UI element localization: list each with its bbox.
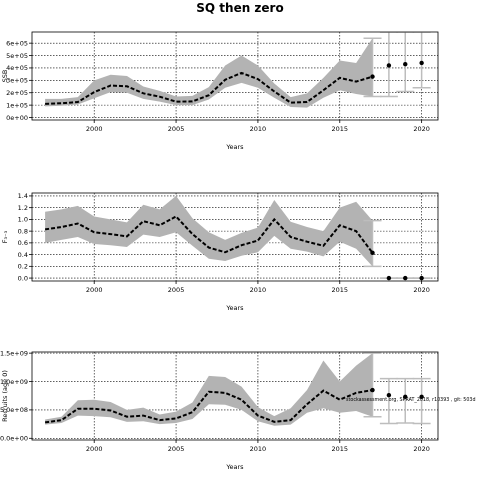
x-tick-label: 2020 (413, 125, 430, 133)
forecast-point (386, 63, 392, 68)
forecast-point (419, 60, 424, 66)
source-note: stockassessment.org, SPRAT_2018, r10393 … (346, 397, 476, 403)
x-axis-label: Years (225, 304, 244, 312)
data-point (370, 387, 375, 393)
y-tick-label: 5e+05 (6, 52, 28, 60)
forecast-point (403, 62, 408, 67)
confidence-band (45, 38, 373, 108)
y-tick-label: 1.5e+09 (0, 349, 28, 357)
x-tick-label: 2020 (413, 445, 430, 453)
y-tick-label: 6e+05 (6, 39, 28, 47)
y-tick-label: 1.4 (18, 192, 28, 200)
y-tick-label: 0.2 (18, 263, 28, 271)
x-axis-label: Years (225, 143, 244, 151)
y-tick-label: 0.6 (18, 239, 28, 247)
plot-area (44, 195, 431, 281)
x-tick-label: 2010 (250, 445, 267, 453)
confidence-band (45, 353, 373, 426)
x-tick-label: 2005 (168, 125, 185, 133)
forecast-point (419, 394, 424, 400)
panel-2: 2000 2005 2010 2015 2020 0.0 0.2 0.4 0.6 0.8 1.0 1.… (1, 192, 439, 312)
y-tick-label: 2e+05 (6, 89, 28, 97)
y-tick-label: 3e+05 (6, 77, 28, 85)
y-tick-label: 1.0 (18, 216, 28, 224)
axes-frame (31, 192, 439, 282)
panels: 2000 2005 2010 2015 2020 0e+00 1e+05 2e+05 3e+05… (0, 31, 439, 471)
estimate-line (44, 215, 374, 254)
forecast-point (403, 275, 408, 281)
x-tick-label: 2005 (168, 286, 185, 294)
x-axis-label: Years (225, 463, 244, 471)
forecast-point (386, 392, 392, 398)
x-tick-label: 2010 (250, 125, 267, 133)
y-axis-label: SSB (1, 70, 9, 83)
y-tick-label: 0.0e+00 (0, 435, 28, 443)
forecast-point (403, 394, 408, 400)
forecast-point (386, 275, 392, 281)
y-tick-label: 1.2 (18, 204, 28, 212)
panel-3: 2000 2005 2010 2015 2020 0.0e+00 5.0e+08 1.0e+0… (0, 349, 439, 471)
figure-title: SQ then zero (196, 1, 283, 15)
estimate-line (45, 71, 373, 105)
x-tick-label: 2000 (86, 125, 103, 133)
plot-area (45, 32, 431, 108)
data-point (370, 250, 375, 256)
estimate-line (44, 389, 373, 424)
y-tick-label: 0e+00 (6, 114, 28, 122)
x-tick-label: 2000 (86, 286, 103, 294)
data-point (370, 74, 375, 79)
x-tick-label: 2005 (168, 445, 185, 453)
y-tick-label: 1.0e+09 (0, 378, 28, 386)
y-tick-label: 1e+05 (6, 101, 28, 109)
y-tick-label: 5.0e+08 (0, 406, 28, 414)
y-axis-label: Recruits (age 0) (1, 370, 9, 422)
x-tick-label: 2000 (86, 445, 103, 453)
panel-1: 2000 2005 2010 2015 2020 0e+00 1e+05 2e+05 3e+05… (1, 31, 439, 151)
x-tick-label: 2015 (332, 445, 349, 453)
y-axis-label: F₃₋₃ (1, 230, 9, 243)
y-tick-label: 0.4 (18, 251, 28, 259)
forecast-point (419, 275, 424, 281)
y-tick-label: 4e+05 (6, 64, 28, 72)
y-tick-label: 0.8 (18, 227, 28, 235)
x-tick-label: 2020 (413, 286, 430, 294)
axes-frame (31, 351, 439, 441)
x-tick-label: 2015 (332, 125, 349, 133)
axes-frame (31, 31, 439, 121)
confidence-band (45, 195, 373, 267)
x-tick-label: 2010 (250, 286, 267, 294)
y-tick-label: 0.0 (18, 274, 28, 282)
x-tick-label: 2015 (332, 286, 349, 294)
plot-area (44, 352, 431, 426)
